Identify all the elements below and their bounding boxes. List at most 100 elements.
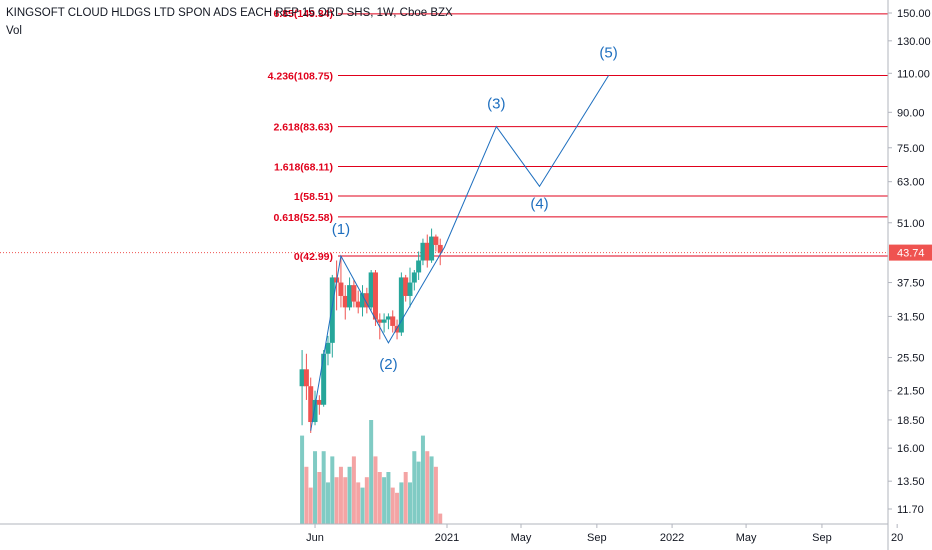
- volume-bar: [412, 451, 417, 524]
- candle-body: [390, 316, 396, 326]
- price-tick-label: 150.00: [897, 8, 931, 20]
- candle-body: [424, 242, 430, 261]
- candle-body: [416, 260, 422, 273]
- volume-bar: [373, 456, 378, 524]
- candle: [437, 238, 443, 266]
- price-tick-label: 11.70: [897, 504, 924, 516]
- candle: [433, 234, 439, 252]
- volume-bar: [356, 482, 361, 524]
- elliott-wave-projection[interactable]: (1) (2) (3) (4) (5): [310, 45, 618, 431]
- volume-bar: [343, 477, 348, 524]
- candle-body: [299, 369, 305, 387]
- volume-bar: [347, 466, 352, 524]
- volume-bar: [438, 513, 443, 524]
- candle-body: [303, 369, 309, 387]
- volume-bar: [338, 466, 343, 524]
- volume-bar: [313, 451, 318, 524]
- time-tick-label: May: [511, 532, 532, 544]
- candle: [398, 272, 404, 336]
- time-tick-label: Sep: [812, 532, 832, 544]
- time-tick-label: 20: [891, 532, 903, 544]
- wave-label: (3): [487, 96, 505, 113]
- candle: [420, 238, 426, 266]
- volume-bar: [399, 482, 404, 524]
- candle-body: [429, 236, 435, 261]
- price-tick-label: 130.00: [897, 36, 931, 48]
- time-tick-label: 2021: [435, 532, 459, 544]
- volume-bar: [416, 461, 421, 524]
- candle-body: [329, 277, 335, 343]
- candle: [411, 269, 417, 291]
- price-tag-label: 43.74: [897, 248, 925, 260]
- candle: [347, 277, 353, 311]
- volume-bar: [369, 420, 374, 524]
- wave-path[interactable]: [310, 75, 609, 431]
- candle: [316, 395, 322, 415]
- time-tick-label: Jun: [306, 532, 324, 544]
- candle-body: [368, 272, 374, 308]
- candle: [342, 285, 348, 320]
- fibonacci-levels[interactable]: 6.85(149.34) 4.236(108.75) 2.618(83.63) 1.6…: [0, 8, 888, 263]
- candle-body: [403, 277, 409, 296]
- volume-bar: [308, 487, 313, 524]
- price-tick-label: 75.00: [897, 143, 925, 155]
- fib-level-label: 4.236(108.75): [268, 71, 333, 83]
- price-tick-label: 25.50: [897, 353, 925, 365]
- time-axis[interactable]: Jun 2021 May Sep 2022 May Sep 20: [0, 523, 903, 544]
- wave-label: (2): [379, 356, 397, 373]
- price-axis[interactable]: 150.00 130.00 110.00 90.00 75.00 63.00 51.00 37…: [887, 0, 932, 550]
- candle-body: [377, 319, 383, 323]
- candle-body: [321, 353, 327, 405]
- price-tag-bg: [889, 244, 932, 261]
- candle-body: [372, 272, 378, 320]
- price-tick-label: 16.00: [897, 443, 925, 455]
- current-price-tag: 43.74: [889, 244, 932, 261]
- volume-bar: [408, 482, 412, 524]
- candle-body: [355, 301, 361, 308]
- candle: [308, 377, 314, 433]
- candle-body: [347, 285, 353, 308]
- volume-bar: [300, 435, 305, 524]
- candle-body: [342, 295, 348, 308]
- volume-bar: [317, 472, 322, 524]
- volume-label: Vol: [6, 25, 22, 37]
- price-tick-label: 110.00: [897, 68, 930, 80]
- fib-level-label: 0(42.99): [294, 251, 333, 263]
- candle: [325, 335, 331, 366]
- time-tick-label: May: [736, 532, 757, 544]
- volume-bar: [433, 466, 438, 524]
- fib-top-label: 6.85(149.34): [273, 8, 333, 20]
- volume-bar: [395, 492, 400, 524]
- candle-body: [385, 316, 391, 320]
- candle: [329, 274, 335, 358]
- price-tick-label: 37.50: [897, 278, 925, 290]
- price-tick-label: 63.00: [897, 177, 925, 189]
- candle-body: [394, 325, 400, 333]
- candle-body: [381, 319, 387, 323]
- candle: [416, 251, 422, 280]
- volume-bar: [390, 487, 395, 524]
- volume-bar: [360, 487, 365, 524]
- fib-level-label: 2.618(83.63): [273, 122, 333, 134]
- candle-body: [407, 282, 413, 296]
- candle: [372, 269, 378, 326]
- volume-bar: [377, 472, 382, 524]
- candle-body: [420, 242, 426, 261]
- candle: [299, 350, 305, 426]
- fib-level-label: 1(58.51): [294, 191, 333, 203]
- candle: [403, 274, 409, 302]
- volume-bar: [420, 435, 425, 524]
- price-tick-label: 13.50: [897, 476, 925, 488]
- candle-body: [411, 272, 417, 283]
- wave-label: (4): [530, 195, 548, 212]
- candle: [368, 269, 374, 311]
- volume-bar: [321, 451, 326, 524]
- candle: [351, 279, 357, 308]
- volume-bars: [300, 420, 443, 524]
- candle-body: [437, 244, 443, 253]
- candle: [424, 234, 430, 268]
- chart-title: KINGSOFT CLOUD HLDGS LTD SPON ADS EACH R…: [6, 7, 453, 19]
- volume-bar: [364, 477, 369, 524]
- candle: [338, 255, 344, 308]
